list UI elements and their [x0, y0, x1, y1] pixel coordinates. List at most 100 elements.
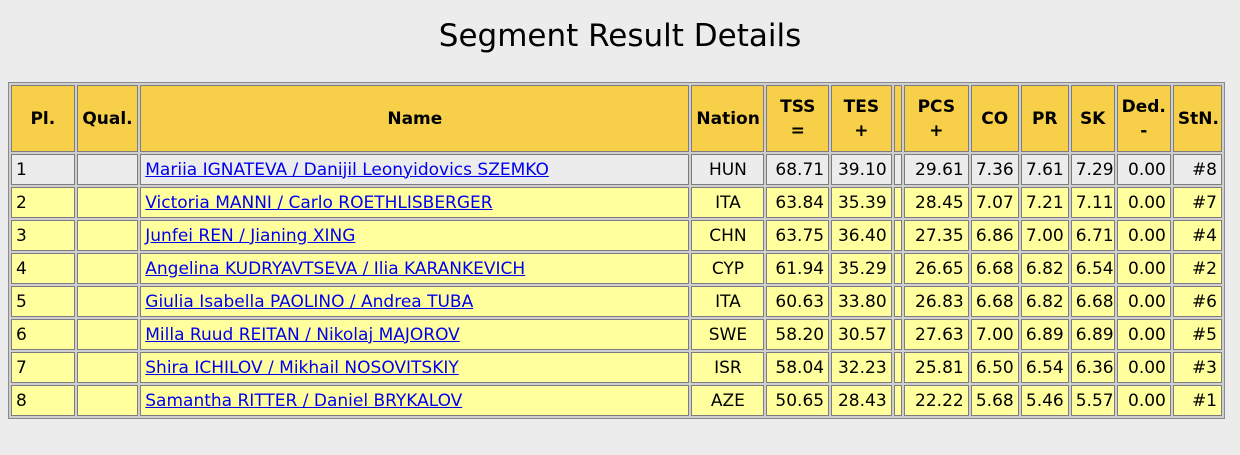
header-tes-label: TES [843, 96, 880, 117]
header-pr: PR [1020, 85, 1069, 152]
cell-pr: 5.46 [1020, 385, 1069, 416]
cell-qual [76, 187, 139, 218]
header-pcs-symbol: + [929, 120, 944, 141]
skater-name-link[interactable]: Victoria MANNI / Carlo ROETHLISBERGER [145, 192, 493, 213]
cell-qual [76, 352, 139, 383]
cell-co: 6.68 [970, 253, 1019, 284]
cell-sk: 6.71 [1070, 220, 1115, 251]
cell-start-number: #8 [1172, 154, 1222, 185]
header-name: Name [140, 85, 690, 152]
cell-spacer [893, 286, 902, 317]
header-ded-symbol: - [1140, 120, 1148, 141]
cell-tss: 61.94 [766, 253, 830, 284]
cell-sk: 5.57 [1070, 385, 1115, 416]
cell-tes: 39.10 [831, 154, 892, 185]
cell-sk: 6.68 [1070, 286, 1115, 317]
cell-pcs: 26.83 [903, 286, 969, 317]
cell-pr: 6.54 [1020, 352, 1069, 383]
cell-co: 7.07 [970, 187, 1019, 218]
cell-ded: 0.00 [1116, 352, 1171, 383]
header-tss: TSS = [766, 85, 830, 152]
cell-co: 5.68 [970, 385, 1019, 416]
cell-sk: 6.89 [1070, 319, 1115, 350]
cell-name: Mariia IGNATEVA / Danijil Leonyidovics S… [140, 154, 690, 185]
header-pcs-label: PCS [917, 96, 956, 117]
cell-name: Angelina KUDRYAVTSEVA / Ilia KARANKEVICH [140, 253, 690, 284]
cell-name: Samantha RITTER / Daniel BRYKALOV [140, 385, 690, 416]
cell-qual [76, 220, 139, 251]
cell-qual [76, 319, 139, 350]
cell-nation: CHN [691, 220, 765, 251]
header-co: CO [970, 85, 1019, 152]
header-spacer [893, 85, 902, 152]
skater-name-link[interactable]: Junfei REN / Jianing XING [145, 225, 356, 246]
cell-pr: 7.21 [1020, 187, 1069, 218]
cell-ded: 0.00 [1116, 286, 1171, 317]
cell-name: Junfei REN / Jianing XING [140, 220, 690, 251]
cell-spacer [893, 187, 902, 218]
table-row: 8 Samantha RITTER / Daniel BRYKALOV AZE … [11, 385, 1222, 416]
cell-tss: 60.63 [766, 286, 830, 317]
cell-pcs: 26.65 [903, 253, 969, 284]
cell-tss: 68.71 [766, 154, 830, 185]
header-tss-symbol: = [790, 120, 805, 141]
cell-start-number: #6 [1172, 286, 1222, 317]
cell-nation: CYP [691, 253, 765, 284]
cell-qual [76, 253, 139, 284]
skater-name-link[interactable]: Milla Ruud REITAN / Nikolaj MAJOROV [145, 324, 460, 345]
skater-name-link[interactable]: Shira ICHILOV / Mikhail NOSOVITSKIY [145, 357, 459, 378]
cell-nation: SWE [691, 319, 765, 350]
cell-tss: 63.84 [766, 187, 830, 218]
cell-co: 6.86 [970, 220, 1019, 251]
header-stn: StN. [1172, 85, 1222, 152]
cell-ded: 0.00 [1116, 385, 1171, 416]
header-ded-label: Ded. [1121, 96, 1166, 117]
cell-tss: 58.04 [766, 352, 830, 383]
cell-start-number: #1 [1172, 385, 1222, 416]
cell-tes: 36.40 [831, 220, 892, 251]
cell-tes: 33.80 [831, 286, 892, 317]
cell-pr: 6.82 [1020, 286, 1069, 317]
table-row: 1 Mariia IGNATEVA / Danijil Leonyidovics… [11, 154, 1222, 185]
cell-spacer [893, 319, 902, 350]
cell-nation: ISR [691, 352, 765, 383]
cell-pcs: 22.22 [903, 385, 969, 416]
header-tes: TES + [831, 85, 892, 152]
cell-co: 7.36 [970, 154, 1019, 185]
table-row: 4 Angelina KUDRYAVTSEVA / Ilia KARANKEVI… [11, 253, 1222, 284]
cell-qual [76, 154, 139, 185]
cell-spacer [893, 154, 902, 185]
skater-name-link[interactable]: Angelina KUDRYAVTSEVA / Ilia KARANKEVICH [145, 258, 526, 279]
cell-qual [76, 385, 139, 416]
cell-ded: 0.00 [1116, 154, 1171, 185]
cell-tes: 32.23 [831, 352, 892, 383]
cell-place: 6 [11, 319, 75, 350]
cell-place: 2 [11, 187, 75, 218]
skater-name-link[interactable]: Mariia IGNATEVA / Danijil Leonyidovics S… [145, 159, 549, 180]
cell-place: 1 [11, 154, 75, 185]
table-row: 5 Giulia Isabella PAOLINO / Andrea TUBA … [11, 286, 1222, 317]
cell-place: 8 [11, 385, 75, 416]
cell-ded: 0.00 [1116, 187, 1171, 218]
cell-nation: AZE [691, 385, 765, 416]
cell-name: Giulia Isabella PAOLINO / Andrea TUBA [140, 286, 690, 317]
cell-ded: 0.00 [1116, 220, 1171, 251]
cell-spacer [893, 253, 902, 284]
cell-pcs: 25.81 [903, 352, 969, 383]
cell-sk: 6.54 [1070, 253, 1115, 284]
cell-name: Victoria MANNI / Carlo ROETHLISBERGER [140, 187, 690, 218]
skater-name-link[interactable]: Giulia Isabella PAOLINO / Andrea TUBA [145, 291, 474, 312]
cell-pr: 6.89 [1020, 319, 1069, 350]
table-row: 7 Shira ICHILOV / Mikhail NOSOVITSKIY IS… [11, 352, 1222, 383]
header-sk: SK [1070, 85, 1115, 152]
header-qual: Qual. [76, 85, 139, 152]
cell-pcs: 29.61 [903, 154, 969, 185]
header-pl: Pl. [11, 85, 75, 152]
cell-tss: 63.75 [766, 220, 830, 251]
skater-name-link[interactable]: Samantha RITTER / Daniel BRYKALOV [145, 390, 463, 411]
cell-qual [76, 286, 139, 317]
page-title: Segment Result Details [438, 18, 802, 54]
cell-spacer [893, 385, 902, 416]
cell-place: 7 [11, 352, 75, 383]
header-pcs: PCS + [903, 85, 969, 152]
